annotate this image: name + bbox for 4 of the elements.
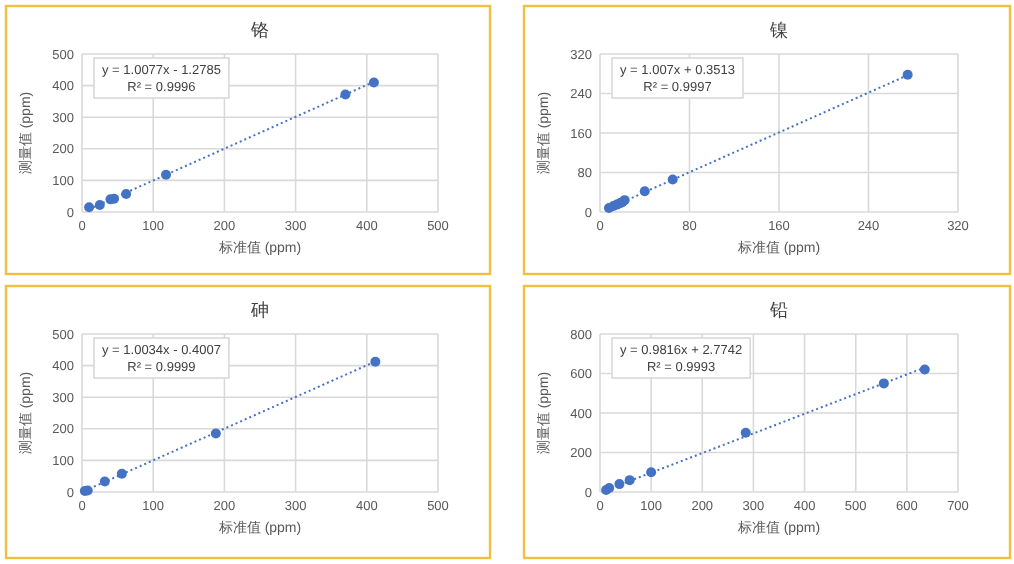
chart-title: 砷 xyxy=(249,300,269,320)
chart-title: 铬 xyxy=(249,20,269,40)
chart-title: 镍 xyxy=(768,20,788,40)
chart-title: 铅 xyxy=(768,300,788,320)
